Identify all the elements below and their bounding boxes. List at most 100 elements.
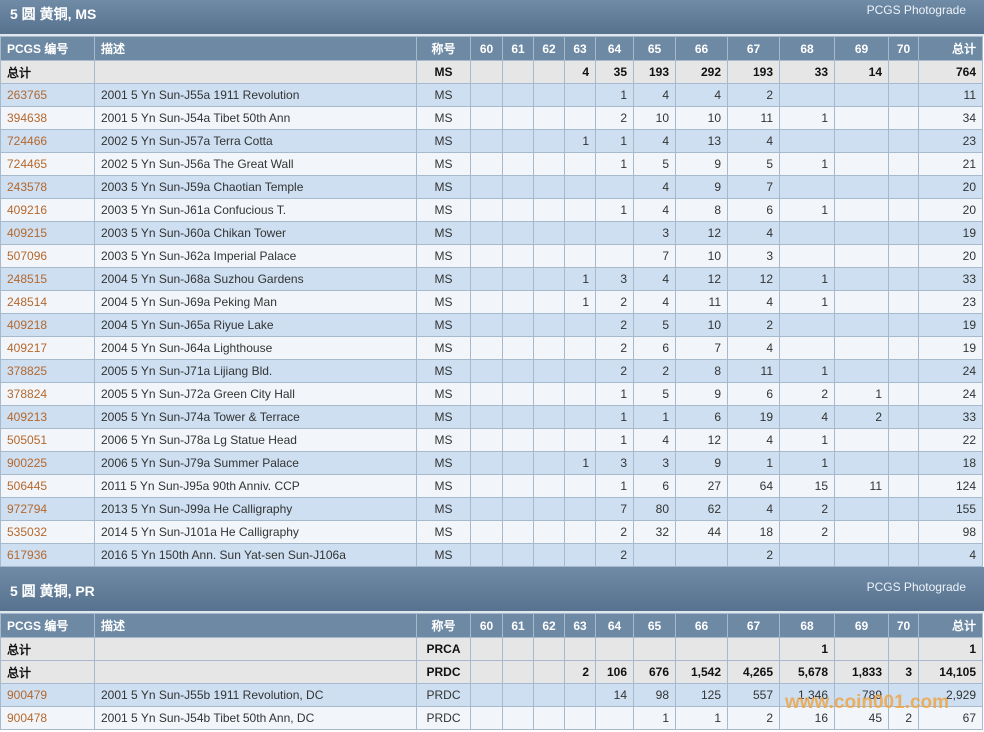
pcgs-number[interactable]: 617936	[7, 548, 48, 562]
cell	[834, 152, 889, 176]
cell: 2002 5 Yn Sun-J57a Terra Cotta	[94, 129, 417, 153]
pcgs-number[interactable]: 900225	[7, 456, 48, 470]
coin-row: 243578 2003 5 Yn Sun-J59a Chaotian Temple…	[0, 175, 983, 199]
pcgs-number[interactable]: 263765	[7, 88, 48, 102]
pcgs-number[interactable]: 248514	[7, 295, 48, 309]
cell: MS	[416, 221, 471, 245]
cell: MS	[416, 290, 471, 314]
cell: 1	[779, 267, 835, 291]
cell	[502, 221, 534, 245]
pcgs-number[interactable]: 724466	[7, 134, 48, 148]
pcgs-number[interactable]: 409217	[7, 341, 48, 355]
cell	[888, 313, 919, 337]
pcgs-number[interactable]: 409218	[7, 318, 48, 332]
pcgs-number[interactable]: 409213	[7, 410, 48, 424]
pcgs-number[interactable]: 506445	[7, 479, 48, 493]
cell: MS	[416, 359, 471, 383]
cell: 4,265	[727, 660, 780, 684]
grade-table: PCGS 编号 描述 称号 60 61 62 63 64 65 66 67 68 69 70 总计 总计 MS 4…	[0, 36, 983, 567]
cell: 378824	[0, 382, 95, 406]
total-row: 总计 MS 4 35 193 292 193 33 14 764	[0, 60, 983, 84]
cell: MS	[416, 497, 471, 521]
column-header: 描述	[94, 36, 417, 61]
cell	[888, 382, 919, 406]
cell: 20	[918, 244, 983, 268]
cell: MS	[416, 451, 471, 475]
cell	[564, 520, 596, 544]
cell	[834, 106, 889, 130]
cell	[675, 637, 728, 661]
pcgs-number[interactable]: 535032	[7, 525, 48, 539]
pcgs-number[interactable]: 724465	[7, 157, 48, 171]
cell: 557	[727, 683, 780, 707]
cell: 676	[633, 660, 676, 684]
cell	[502, 660, 534, 684]
pcgs-number[interactable]: 409215	[7, 226, 48, 240]
cell	[502, 290, 534, 314]
coin-row: 409215 2003 5 Yn Sun-J60a Chikan Tower MS 3…	[0, 221, 983, 245]
coin-row: 409218 2004 5 Yn Sun-J65a Riyue Lake MS 2 5 1…	[0, 313, 983, 337]
cell	[502, 706, 534, 730]
pcgs-number[interactable]: 409216	[7, 203, 48, 217]
cell: 20	[918, 175, 983, 199]
cell	[533, 336, 565, 360]
cell: 1,542	[675, 660, 728, 684]
pcgs-number[interactable]: 900479	[7, 688, 48, 702]
cell: 4	[633, 290, 676, 314]
pcgs-number[interactable]: 378824	[7, 387, 48, 401]
cell: PRDC	[416, 683, 471, 707]
cell	[888, 221, 919, 245]
cell: 3	[633, 221, 676, 245]
pcgs-number[interactable]: 505051	[7, 433, 48, 447]
cell: 4	[727, 221, 780, 245]
cell	[533, 660, 565, 684]
cell: MS	[416, 129, 471, 153]
cell	[834, 83, 889, 107]
pcgs-number[interactable]: 394638	[7, 111, 48, 125]
cell: 4	[564, 60, 596, 84]
cell: 4	[727, 290, 780, 314]
column-header: 称号	[416, 613, 471, 638]
cell: 1	[633, 706, 676, 730]
cell: 1	[595, 83, 634, 107]
cell: MS	[416, 428, 471, 452]
pcgs-number[interactable]: 248515	[7, 272, 48, 286]
photograde-link[interactable]: PCGS Photograde	[866, 580, 966, 594]
cell: 764	[918, 60, 983, 84]
pcgs-number[interactable]: 972794	[7, 502, 48, 516]
cell	[470, 175, 503, 199]
cell: 617936	[0, 543, 95, 567]
total-row: 总计 PRCA 1 1	[0, 637, 983, 661]
coin-row: 263765 2001 5 Yn Sun-J55a 1911 Revolution…	[0, 83, 983, 107]
cell	[834, 221, 889, 245]
cell	[533, 175, 565, 199]
cell	[595, 221, 634, 245]
cell: 1	[633, 405, 676, 429]
pcgs-number[interactable]: 378825	[7, 364, 48, 378]
cell: 12	[727, 267, 780, 291]
cell	[502, 382, 534, 406]
coin-row: 505051 2006 5 Yn Sun-J78a Lg Statue Head M…	[0, 428, 983, 452]
cell	[888, 428, 919, 452]
pcgs-number[interactable]: 900478	[7, 711, 48, 725]
cell	[470, 405, 503, 429]
cell: 总计	[0, 637, 95, 661]
coin-row: 724466 2002 5 Yn Sun-J57a Terra Cotta MS 1 1…	[0, 129, 983, 153]
coin-row: 409213 2005 5 Yn Sun-J74a Tower & Terrace…	[0, 405, 983, 429]
cell: 1	[779, 637, 835, 661]
cell	[834, 637, 889, 661]
pcgs-number[interactable]: 507096	[7, 249, 48, 263]
cell: 2	[727, 706, 780, 730]
cell: 6	[727, 382, 780, 406]
pcgs-number[interactable]: 243578	[7, 180, 48, 194]
cell: 9	[675, 451, 728, 475]
cell: 972794	[0, 497, 95, 521]
cell	[533, 474, 565, 498]
cell: 1	[564, 267, 596, 291]
photograde-link[interactable]: PCGS Photograde	[866, 3, 966, 17]
cell	[533, 60, 565, 84]
cell: 3	[595, 451, 634, 475]
cell: 2003 5 Yn Sun-J62a Imperial Palace	[94, 244, 417, 268]
cell	[779, 244, 835, 268]
cell	[564, 428, 596, 452]
